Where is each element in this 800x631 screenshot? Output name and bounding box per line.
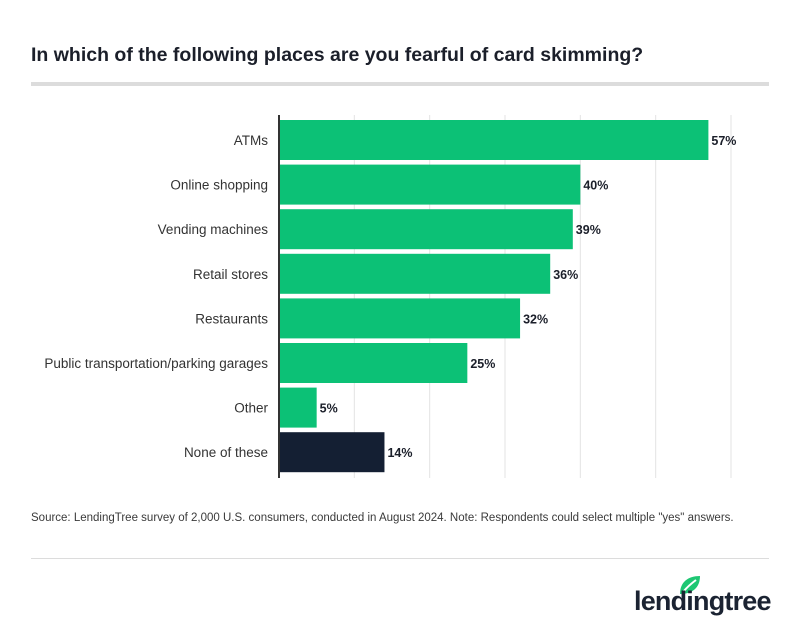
data-label: 57%	[711, 134, 736, 148]
data-label: 14%	[387, 446, 412, 460]
chart-title: In which of the following places are you…	[31, 44, 644, 66]
footer-divider	[31, 558, 769, 559]
bar	[279, 298, 521, 339]
category-label: Other	[234, 401, 268, 416]
leaf-icon	[680, 576, 700, 594]
bar	[279, 387, 317, 428]
bar	[279, 120, 709, 160]
category-label: Public transportation/parking garages	[44, 356, 268, 371]
category-label: None of these	[184, 445, 268, 460]
bar-chart: ATMs 57% Online shopping 40% Vending machine…	[44, 115, 736, 478]
data-label: 25%	[470, 357, 495, 371]
category-label: Retail stores	[193, 267, 268, 282]
category-label: Vending machines	[158, 222, 269, 237]
source-note: Source: LendingTree survey of 2,000 U.S.…	[31, 512, 734, 524]
category-label: ATMs	[234, 133, 268, 148]
category-label: Restaurants	[195, 311, 268, 326]
data-label: 32%	[523, 312, 548, 326]
data-label: 39%	[576, 223, 601, 237]
bar	[279, 209, 573, 250]
bar	[279, 164, 581, 205]
bar	[279, 253, 551, 294]
lendingtree-logo: lendingtree	[634, 574, 774, 618]
data-label: 40%	[583, 179, 608, 193]
data-label: 36%	[553, 268, 578, 282]
bar	[279, 343, 468, 383]
data-label: 5%	[320, 402, 338, 416]
category-label: Online shopping	[170, 178, 268, 193]
bar	[279, 432, 385, 473]
title-divider	[31, 82, 769, 86]
logo-wordmark: lendingtree	[634, 586, 772, 616]
